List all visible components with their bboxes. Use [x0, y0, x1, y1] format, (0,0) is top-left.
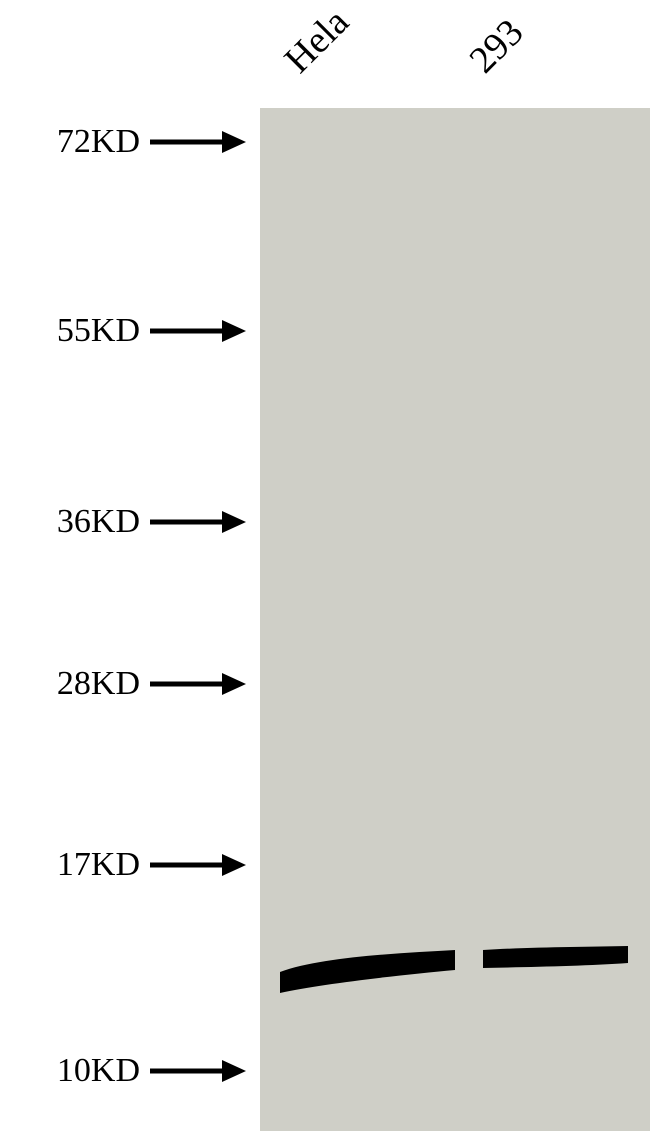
lane-label-293: 293: [461, 11, 532, 82]
arrow-right-icon: [150, 850, 246, 880]
marker-36kd: 36KD: [0, 503, 246, 541]
marker-label: 72KD: [0, 123, 140, 161]
arrow-right-icon: [150, 507, 246, 537]
lane-label-text: 293: [462, 11, 532, 81]
marker-28kd: 28KD: [0, 665, 246, 703]
arrow-right-icon: [150, 669, 246, 699]
marker-label: 17KD: [0, 846, 140, 884]
arrow-right-icon: [150, 1056, 246, 1086]
blot-membrane: [260, 108, 650, 1131]
arrow-right-icon: [150, 127, 246, 157]
marker-17kd: 17KD: [0, 846, 246, 884]
marker-72kd: 72KD: [0, 123, 246, 161]
lane-label-text: Hela: [277, 1, 357, 81]
lane-label-hela: Hela: [276, 0, 358, 82]
marker-label: 10KD: [0, 1052, 140, 1090]
arrow-right-icon: [150, 316, 246, 346]
marker-label: 36KD: [0, 503, 140, 541]
marker-55kd: 55KD: [0, 312, 246, 350]
western-blot-figure: Hela 293 72KD 55KD 36KD 28KD 17KD 10KD: [0, 0, 650, 1131]
marker-label: 28KD: [0, 665, 140, 703]
marker-10kd: 10KD: [0, 1052, 246, 1090]
marker-label: 55KD: [0, 312, 140, 350]
